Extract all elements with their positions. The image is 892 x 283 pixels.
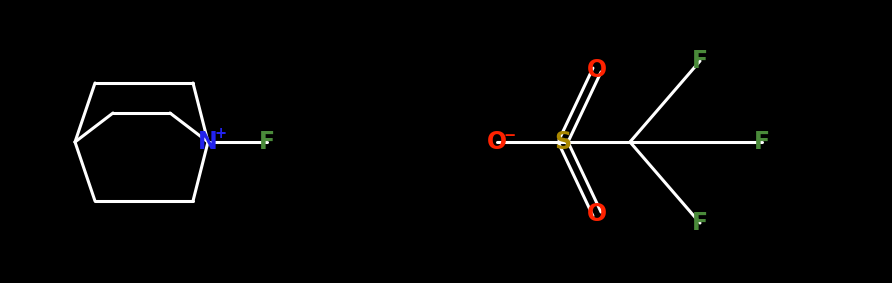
Text: F: F <box>259 130 275 154</box>
Text: F: F <box>692 49 708 73</box>
Text: O: O <box>587 202 607 226</box>
Text: F: F <box>692 211 708 235</box>
Text: −: − <box>504 128 516 143</box>
Text: N: N <box>198 130 218 154</box>
Text: O: O <box>587 58 607 82</box>
Text: +: + <box>215 127 227 142</box>
Text: F: F <box>754 130 770 154</box>
Text: S: S <box>555 130 572 154</box>
Text: O: O <box>487 130 507 154</box>
